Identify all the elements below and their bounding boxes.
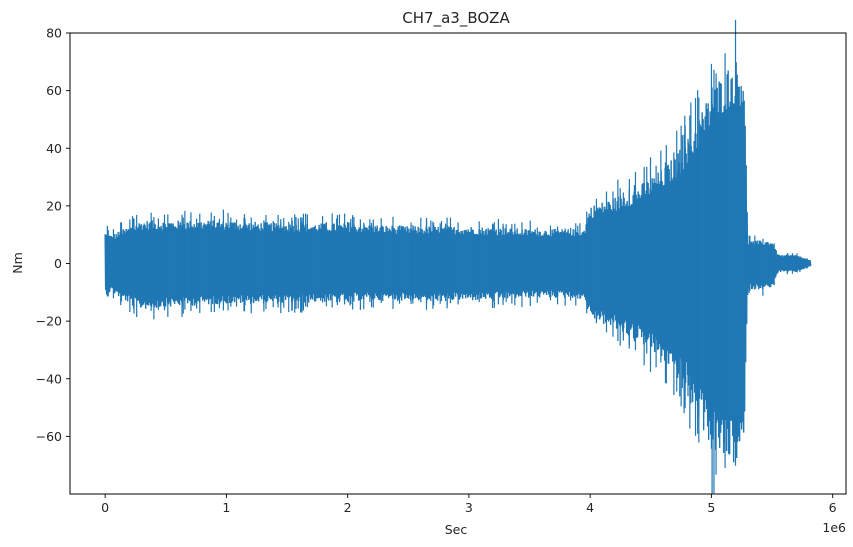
y-tick-label: −20 [36, 314, 62, 329]
x-tick-label: 4 [586, 500, 594, 515]
x-tick-label: 3 [465, 500, 473, 515]
y-tick-label: −60 [36, 429, 62, 444]
x-tick-label: 1 [222, 500, 230, 515]
plot-area [104, 19, 812, 495]
y-axis-label: Nm [10, 252, 25, 274]
y-axis: −60 −40 −20 0 20 40 60 80 [36, 26, 70, 444]
x-offset-label: 1e6 [822, 520, 846, 535]
y-tick-label: 80 [46, 26, 62, 41]
y-tick-label: 20 [46, 198, 62, 213]
y-tick-label: 0 [54, 256, 62, 271]
series-layer [104, 19, 812, 495]
x-tick-label: 6 [829, 500, 837, 515]
x-tick-label: 0 [101, 500, 109, 515]
x-axis: 0 1 2 3 4 5 6 [101, 494, 837, 515]
x-axis-label: Sec [445, 522, 468, 537]
x-tick-label: 5 [707, 500, 715, 515]
x-tick-label: 2 [344, 500, 352, 515]
y-tick-label: 40 [46, 141, 62, 156]
chart-title: CH7_a3_BOZA [402, 9, 510, 28]
y-tick-label: 60 [46, 83, 62, 98]
y-tick-label: −40 [36, 371, 62, 386]
